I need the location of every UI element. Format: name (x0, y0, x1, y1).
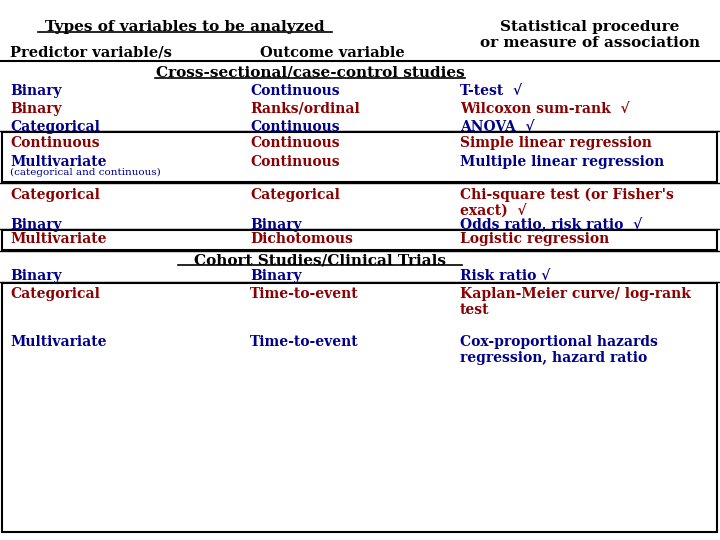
Text: Time-to-event: Time-to-event (250, 287, 359, 301)
Text: Wilcoxon sum-rank  √: Wilcoxon sum-rank √ (460, 102, 629, 116)
Text: Predictor variable/s: Predictor variable/s (10, 46, 172, 60)
Text: Binary: Binary (250, 269, 302, 283)
Text: Binary: Binary (10, 84, 62, 98)
Text: Binary: Binary (10, 218, 62, 232)
Text: Multivariate: Multivariate (10, 335, 107, 349)
Text: Continuous: Continuous (250, 84, 340, 98)
Text: Cross-sectional/case-control studies: Cross-sectional/case-control studies (156, 66, 464, 80)
Text: Multivariate: Multivariate (10, 155, 107, 169)
Text: Continuous: Continuous (10, 136, 99, 150)
Text: ANOVA  √: ANOVA √ (460, 120, 535, 134)
Text: Cohort Studies/Clinical Trials: Cohort Studies/Clinical Trials (194, 254, 446, 268)
Text: Risk ratio √: Risk ratio √ (460, 269, 550, 283)
Text: Logistic regression: Logistic regression (460, 232, 609, 246)
Text: Continuous: Continuous (250, 136, 340, 150)
Text: Continuous: Continuous (250, 120, 340, 134)
Text: Time-to-event: Time-to-event (250, 335, 359, 349)
Text: T-test  √: T-test √ (460, 84, 522, 98)
Text: Dichotomous: Dichotomous (250, 232, 353, 246)
Text: Kaplan-Meier curve/ log-rank
test: Kaplan-Meier curve/ log-rank test (460, 287, 691, 317)
Text: Categorical: Categorical (10, 120, 100, 134)
Text: Categorical: Categorical (250, 188, 340, 202)
Text: Outcome variable: Outcome variable (260, 46, 405, 60)
Text: Categorical: Categorical (10, 188, 100, 202)
Text: Statistical procedure
or measure of association: Statistical procedure or measure of asso… (480, 20, 700, 50)
Text: Types of variables to be analyzed: Types of variables to be analyzed (45, 20, 325, 34)
Text: (categorical and continuous): (categorical and continuous) (10, 168, 161, 177)
Text: Continuous: Continuous (250, 155, 340, 169)
Text: Categorical: Categorical (10, 287, 100, 301)
Text: Binary: Binary (250, 218, 302, 232)
Text: Binary: Binary (10, 102, 62, 116)
Text: Chi-square test (or Fisher's
exact)  √: Chi-square test (or Fisher's exact) √ (460, 188, 674, 219)
Text: Ranks/ordinal: Ranks/ordinal (250, 102, 360, 116)
Text: Multivariate: Multivariate (10, 232, 107, 246)
Text: Multiple linear regression: Multiple linear regression (460, 155, 665, 169)
Text: Cox-proportional hazards
regression, hazard ratio: Cox-proportional hazards regression, haz… (460, 335, 658, 365)
Text: Binary: Binary (10, 269, 62, 283)
Text: Simple linear regression: Simple linear regression (460, 136, 652, 150)
Text: Odds ratio, risk ratio  √: Odds ratio, risk ratio √ (460, 218, 642, 233)
